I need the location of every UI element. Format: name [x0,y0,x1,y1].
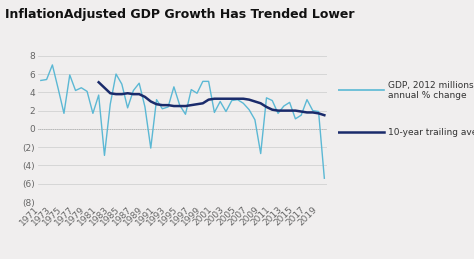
Text: InflationAdjusted GDP Growth Has Trended Lower: InflationAdjusted GDP Growth Has Trended… [5,8,354,21]
Text: 10-year trailing average: 10-year trailing average [388,128,474,136]
Text: GDP, 2012 millions C$,
annual % change: GDP, 2012 millions C$, annual % change [388,81,474,100]
